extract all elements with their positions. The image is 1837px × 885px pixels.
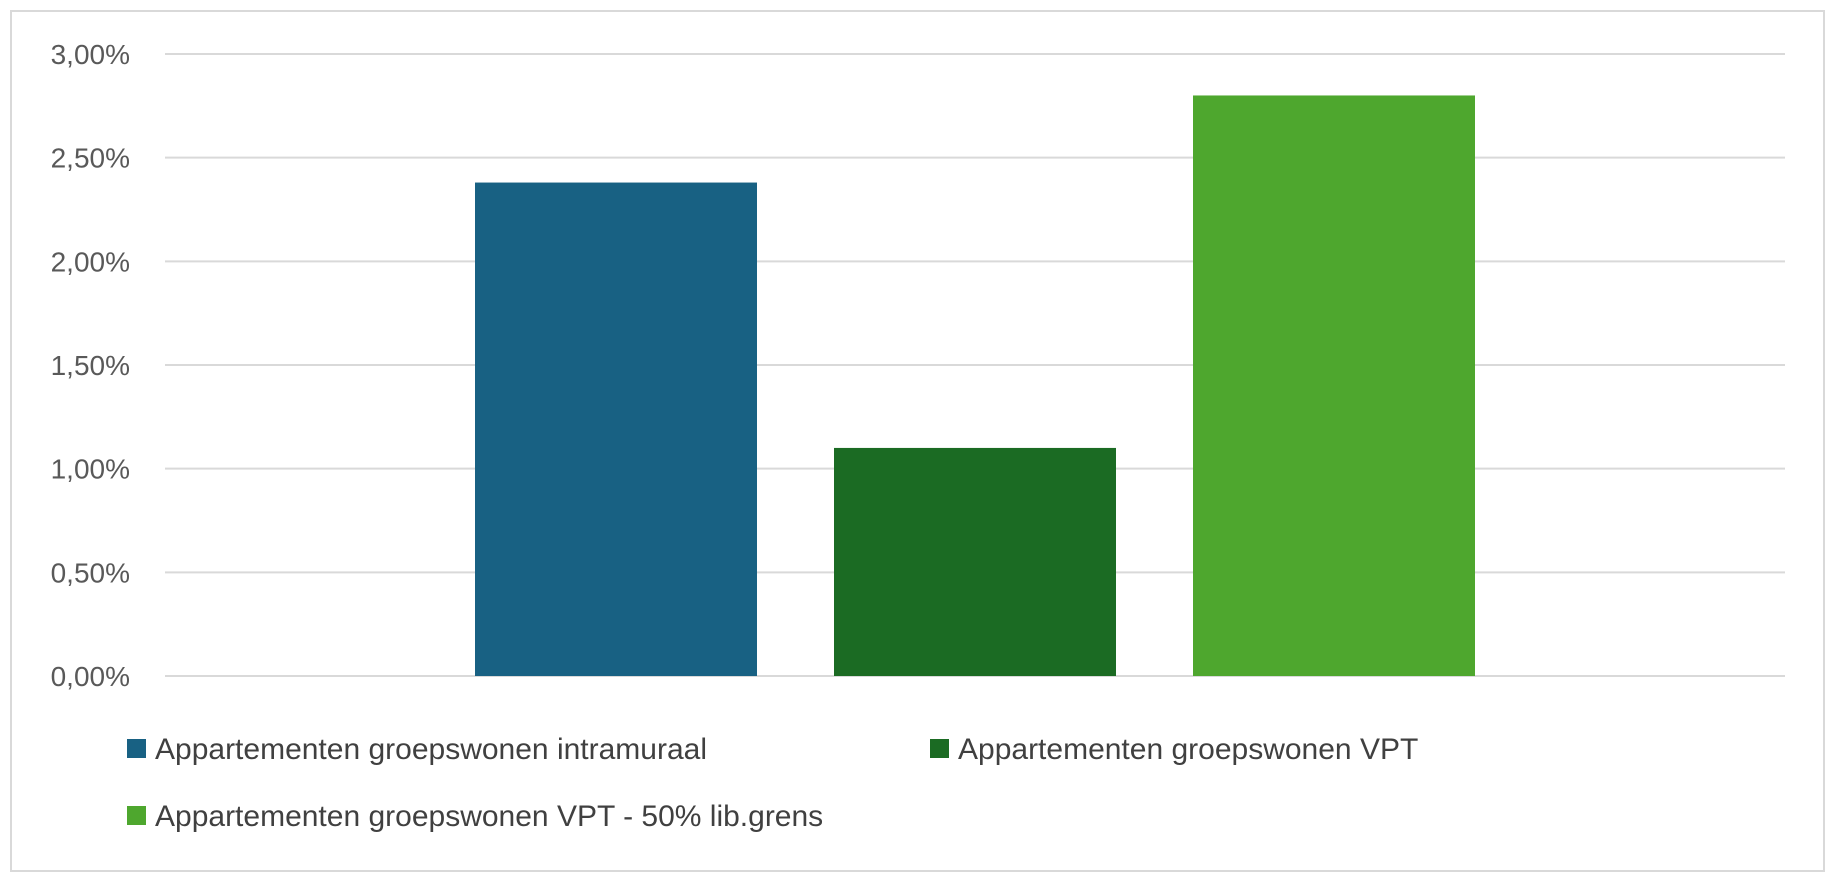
legend-label: Appartementen groepswonen VPT <box>958 733 1418 766</box>
y-tick-label: 1,50% <box>51 350 130 381</box>
y-axis-tick-labels: 0,00% 0,50% 1,00% 1,50% 2,00% 2,50% 3,00% <box>51 39 130 692</box>
y-tick-label: 3,00% <box>51 39 130 70</box>
y-tick-label: 2,50% <box>51 143 130 174</box>
bar-series-3 <box>1193 95 1475 676</box>
bar-series-2 <box>834 447 1116 676</box>
legend: Appartementen groepswonen intramuraal App… <box>127 733 1418 833</box>
y-tick-label: 2,00% <box>51 246 130 277</box>
legend-swatch <box>127 806 146 825</box>
legend-swatch <box>127 739 146 758</box>
legend-label: Appartementen groepswonen VPT - 50% lib.… <box>155 800 823 833</box>
y-tick-label: 0,50% <box>51 557 130 588</box>
chart-area <box>10 10 1825 872</box>
gridlines <box>165 53 1785 677</box>
legend-label: Appartementen groepswonen intramuraal <box>155 733 707 766</box>
legend-swatch <box>930 739 949 758</box>
y-tick-label: 1,00% <box>51 454 130 485</box>
bar-series-1 <box>475 182 757 676</box>
y-tick-label: 0,00% <box>51 661 130 692</box>
bars <box>475 95 1475 676</box>
